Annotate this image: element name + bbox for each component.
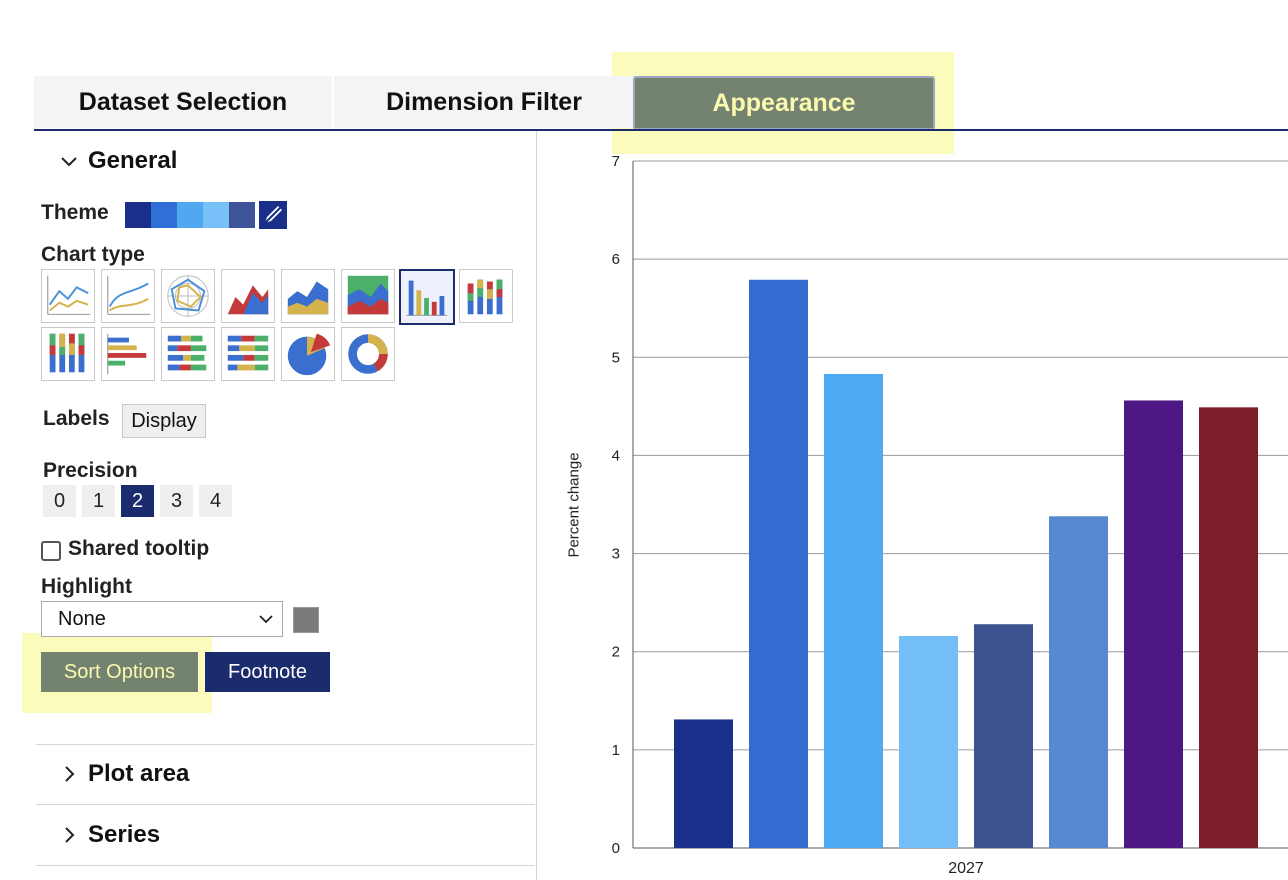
- y-tick-label: 0: [612, 840, 620, 857]
- highlight-color-swatch[interactable]: [293, 607, 319, 633]
- chart-type-column[interactable]: [399, 269, 455, 325]
- chart-type-percent-area[interactable]: [341, 269, 395, 323]
- x-tick-label: 2027: [948, 860, 984, 877]
- tab-dimension-filter[interactable]: Dimension Filter: [334, 76, 634, 128]
- precision-option-4[interactable]: 4: [199, 485, 232, 517]
- chart-type-stacked-area[interactable]: [281, 269, 335, 323]
- bar-1: [674, 719, 733, 848]
- theme-swatch: [125, 202, 151, 228]
- bar-7: [1124, 400, 1183, 848]
- section-general[interactable]: General: [60, 147, 177, 175]
- stacked-column-chart-icon: [467, 279, 503, 315]
- chart-type-pie[interactable]: [281, 327, 335, 381]
- y-tick-label: 7: [612, 153, 620, 170]
- theme-swatch: [203, 202, 229, 228]
- bar-chart: 0 1 2 3 4 5 6 7 2027: [612, 153, 1288, 877]
- stacked-bar-chart-icon: [167, 335, 207, 371]
- edit-theme-icon[interactable]: [259, 201, 287, 229]
- line-chart-icon: [47, 275, 91, 315]
- highlight-label: Highlight: [41, 575, 132, 598]
- chart-type-donut[interactable]: [341, 327, 395, 381]
- theme-swatches[interactable]: [125, 202, 255, 228]
- y-axis-title: Percent change: [565, 452, 583, 558]
- y-tick-label: 4: [612, 447, 620, 464]
- chart-type-radar[interactable]: [161, 269, 215, 323]
- percent-column-chart-icon: [49, 333, 85, 373]
- radar-chart-icon: [167, 275, 209, 317]
- precision-label: Precision: [43, 459, 138, 482]
- column-chart-icon: [406, 280, 448, 316]
- highlight-select-value: None: [58, 607, 106, 630]
- precision-option-1[interactable]: 1: [82, 485, 115, 517]
- chevron-down-icon: [61, 157, 77, 167]
- chart-type-stacked-bar[interactable]: [161, 327, 215, 381]
- y-tick-label: 2: [612, 644, 620, 661]
- theme-label: Theme: [41, 201, 109, 224]
- bar-2: [749, 279, 808, 848]
- precision-option-3[interactable]: 3: [160, 485, 193, 517]
- precision-option-2[interactable]: 2: [121, 485, 154, 517]
- divider: [36, 744, 535, 745]
- shared-tooltip-label: Shared tooltip: [68, 537, 210, 560]
- bar-6: [1049, 516, 1108, 848]
- appearance-panel: General Theme Chart type: [34, 131, 537, 880]
- footnote-button[interactable]: Footnote: [205, 652, 330, 692]
- y-tick-label: 3: [612, 546, 620, 563]
- divider: [36, 865, 535, 866]
- bar-5: [974, 624, 1033, 848]
- theme-swatch: [151, 202, 177, 228]
- theme-swatch: [177, 202, 203, 228]
- chart-type-bar[interactable]: [101, 327, 155, 381]
- section-plot-area-title: Plot area: [88, 760, 190, 787]
- chart-type-percent-column[interactable]: [41, 327, 95, 381]
- y-tick-label: 1: [612, 742, 620, 759]
- chevron-down-icon: [259, 615, 273, 624]
- y-tick-label: 5: [612, 349, 620, 366]
- section-general-title: General: [88, 147, 178, 174]
- smooth-line-chart-icon: [107, 275, 151, 315]
- chart-type-label: Chart type: [41, 243, 145, 266]
- panel-divider: [536, 131, 537, 880]
- chart-type-percent-bar[interactable]: [221, 327, 275, 381]
- section-series-title: Series: [88, 821, 161, 848]
- percent-area-chart-icon: [347, 275, 389, 315]
- highlight-select[interactable]: None: [41, 601, 283, 637]
- bar-chart-icon: [107, 333, 147, 375]
- chart-type-smooth-line[interactable]: [101, 269, 155, 323]
- area-chart-icon: [227, 285, 269, 315]
- chart-type-stacked-column[interactable]: [459, 269, 513, 323]
- tab-bar: Dataset Selection Dimension Filter Appea…: [34, 76, 1288, 130]
- section-series[interactable]: Series: [60, 821, 160, 849]
- donut-chart-icon: [348, 334, 388, 374]
- bar-8: [1199, 407, 1258, 848]
- chart-area: 0 1 2 3 4 5 6 7 2027 Percent change: [537, 131, 1288, 880]
- stacked-area-chart-icon: [287, 281, 329, 315]
- precision-option-0[interactable]: 0: [43, 485, 76, 517]
- pie-chart-icon: [287, 333, 331, 376]
- chart-type-line[interactable]: [41, 269, 95, 323]
- divider: [36, 804, 535, 805]
- chevron-right-icon: [65, 827, 75, 843]
- section-plot-area[interactable]: Plot area: [60, 760, 189, 788]
- bar-4: [899, 636, 958, 848]
- percent-bar-chart-icon: [227, 335, 269, 371]
- tab-underline: [34, 129, 1288, 131]
- tab-dataset-selection[interactable]: Dataset Selection: [34, 76, 332, 128]
- shared-tooltip-checkbox[interactable]: [41, 541, 61, 561]
- chevron-right-icon: [65, 766, 75, 782]
- chart-type-area[interactable]: [221, 269, 275, 323]
- tab-appearance[interactable]: Appearance: [633, 76, 935, 130]
- bar-3: [824, 373, 883, 848]
- sort-options-button[interactable]: Sort Options: [41, 652, 198, 692]
- labels-display-button[interactable]: Display: [122, 404, 206, 438]
- theme-swatch: [229, 202, 255, 228]
- y-tick-label: 6: [612, 251, 620, 268]
- labels-label: Labels: [43, 407, 110, 430]
